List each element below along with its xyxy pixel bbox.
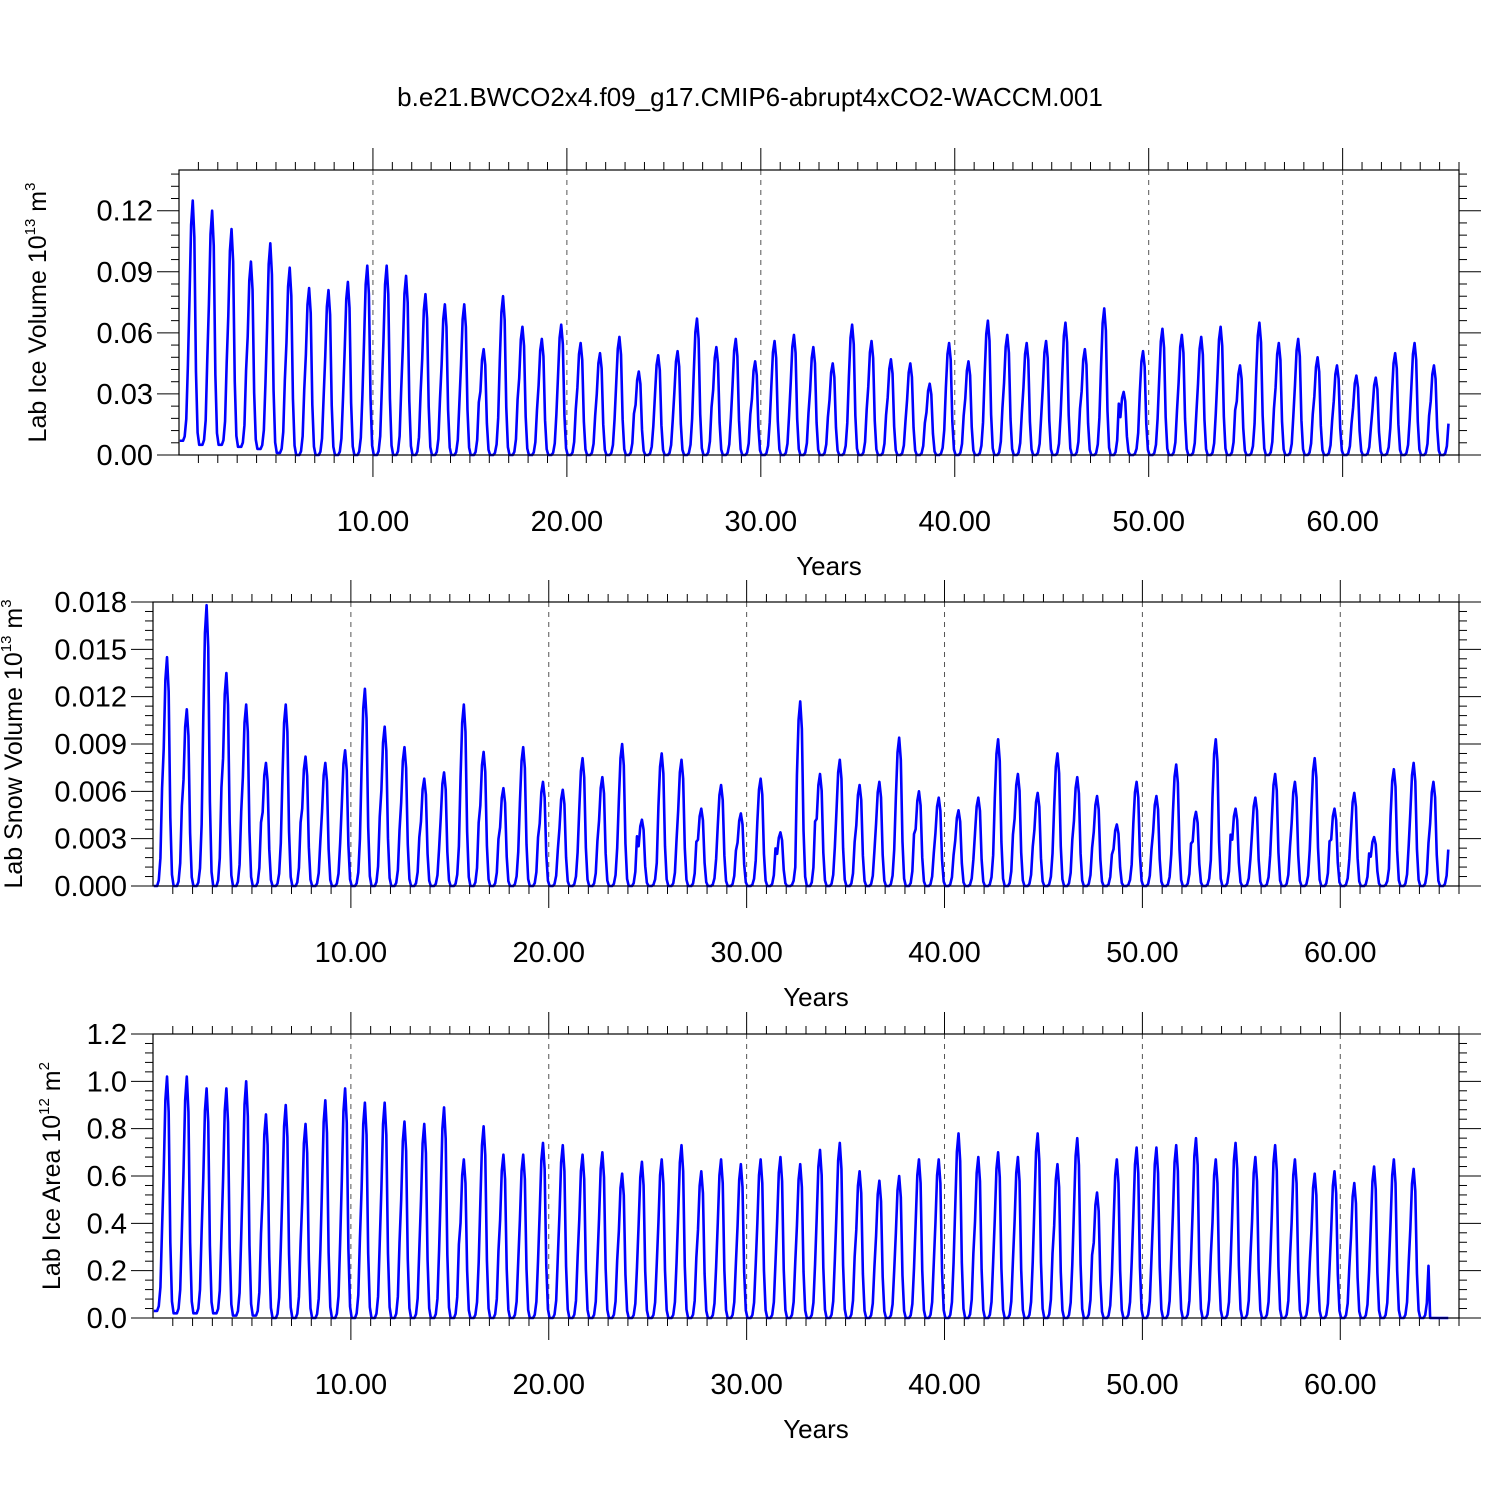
y-tick-label: 0.03 — [97, 379, 153, 411]
x-tick-label: 10.00 — [315, 1369, 388, 1401]
y-tick-label: 0.09 — [97, 257, 153, 289]
x-tick-label: 40.00 — [908, 937, 981, 969]
y-tick-label: 1.0 — [87, 1066, 127, 1098]
series-line — [153, 603, 1450, 888]
y-axis-label: Lab Snow Volume 1013 m3 — [0, 599, 28, 888]
x-axis-label: Years — [783, 982, 849, 1012]
y-tick-label: 1.2 — [87, 1019, 127, 1051]
series-line — [179, 199, 1450, 457]
y-tick-label: 0.009 — [54, 729, 127, 761]
x-tick-label: 30.00 — [725, 506, 798, 538]
y-tick-label: 0.000 — [54, 871, 127, 903]
plot-frame — [152, 601, 1460, 887]
plot-frame — [178, 169, 1460, 456]
y-tick-label: 0.003 — [54, 824, 127, 856]
panel-ice-volume: 0.00 0.03 0.06 0.09 0.12 10.00 20.00 30.00 40.00… — [22, 148, 1481, 581]
chart-title: b.e21.BWCO2x4.f09_g17.CMIP6-abrupt4xCO2-… — [397, 82, 1103, 112]
x-tick-label: 40.00 — [908, 1369, 981, 1401]
y-tick-label: 0.00 — [97, 440, 153, 472]
x-tick-label: 60.00 — [1306, 506, 1379, 538]
y-tick-label: 0.2 — [87, 1256, 127, 1288]
x-tick-label: 20.00 — [512, 937, 585, 969]
series-line — [153, 1075, 1449, 1320]
y-tick-label: 0.6 — [87, 1161, 127, 1193]
y-tick-label: 0.06 — [97, 318, 153, 350]
y-tick-label: 0.006 — [54, 776, 127, 808]
y-tick-label: 0.012 — [54, 682, 127, 714]
x-tick-label: 50.00 — [1112, 506, 1185, 538]
y-tick-label: 0.018 — [54, 587, 127, 619]
x-axis-label: Years — [796, 551, 862, 581]
y-tick-label: 0.015 — [54, 634, 127, 666]
y-tick-label: 0.8 — [87, 1114, 127, 1146]
panel-snow-volume: 0.000 0.003 0.006 0.009 0.012 0.015 0.018 10.00… — [0, 580, 1481, 1012]
x-tick-label: 10.00 — [315, 937, 388, 969]
x-tick-label: 20.00 — [512, 1369, 585, 1401]
y-axis-label: Lab Ice Area 1012 m2 — [36, 1062, 66, 1290]
x-tick-label: 30.00 — [710, 1369, 783, 1401]
x-tick-label: 50.00 — [1106, 937, 1179, 969]
x-tick-label: 10.00 — [337, 506, 410, 538]
y-tick-label: 0.12 — [97, 196, 153, 228]
x-axis-label: Years — [783, 1414, 849, 1444]
x-tick-label: 50.00 — [1106, 1369, 1179, 1401]
x-tick-label: 60.00 — [1304, 937, 1377, 969]
x-tick-label: 60.00 — [1304, 1369, 1377, 1401]
x-tick-label: 30.00 — [710, 937, 783, 969]
plot-frame — [152, 1033, 1460, 1319]
x-tick-label: 40.00 — [918, 506, 991, 538]
y-tick-label: 0.0 — [87, 1303, 127, 1335]
y-tick-label: 0.4 — [87, 1208, 127, 1240]
panels: 0.00 0.03 0.06 0.09 0.12 10.00 20.00 30.00 40.00… — [0, 148, 1481, 1444]
x-tick-label: 20.00 — [531, 506, 604, 538]
panel-ice-area: 0.0 0.2 0.4 0.6 0.8 1.0 1.2 10.00 20.00 30.00 40.0… — [36, 1012, 1481, 1444]
y-axis-label: Lab Ice Volume 1013 m3 — [22, 183, 52, 443]
